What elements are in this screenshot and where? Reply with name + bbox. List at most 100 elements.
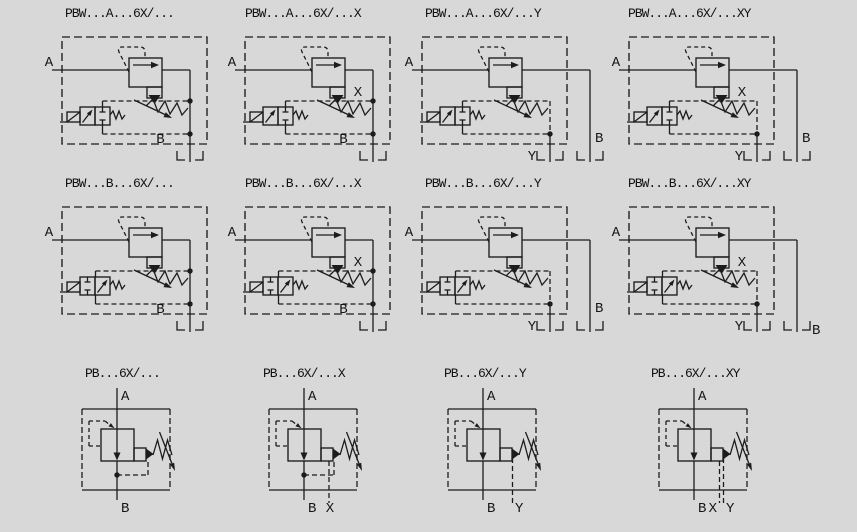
valve-schematic: A B Y: [405, 206, 604, 335]
solenoid-valve: [420, 106, 486, 126]
port-x: X: [354, 255, 363, 271]
diagram-title: PB...6X/...XY: [651, 366, 740, 381]
port-label-a: A: [308, 389, 317, 405]
valve-schematic: AB: [81, 388, 175, 517]
port-a: A: [693, 388, 707, 429]
pilot-relief-spring: [518, 431, 541, 471]
solenoid-valve: [60, 276, 126, 296]
valve-schematic: AB: [45, 36, 208, 162]
port-label-y: Y: [528, 149, 537, 165]
diagram-title: PB...6X/...Y: [444, 366, 527, 381]
port-b: B: [339, 69, 387, 162]
port-label-y: Y: [735, 319, 744, 335]
port-b: B: [729, 69, 811, 162]
pilot-relief-spring: [316, 267, 372, 288]
diagram-title: PBW...B...6X/...Y: [425, 176, 542, 191]
valve-body-outline: [61, 36, 208, 145]
port-y: Y: [515, 501, 524, 517]
port-x: X: [709, 501, 718, 517]
main-stage-valve: [684, 216, 730, 274]
valve-body-outline: [81, 408, 171, 491]
port-label-x: X: [354, 255, 363, 271]
valve-schematic: A B X Y: [658, 388, 752, 517]
valve-body-outline: [244, 36, 391, 145]
valve-schematic: A B Y: [405, 36, 604, 165]
pilot-lines: [277, 270, 373, 305]
port-label-x: X: [738, 85, 747, 101]
port-y: Y: [735, 134, 771, 165]
port-label-x: X: [709, 501, 718, 517]
valve-schematic: AB: [45, 206, 208, 332]
main-stage-valve: [117, 46, 163, 104]
valve-schematic: A B Y X: [612, 206, 820, 339]
port-label-a: A: [228, 225, 237, 241]
port-label-a: A: [612, 225, 621, 241]
valve-body-outline: [421, 206, 568, 315]
main-stage-valve: [275, 420, 341, 462]
port-label-x: X: [326, 501, 335, 517]
main-stage-valve: [477, 216, 523, 274]
port-a: A: [612, 55, 696, 71]
port-a: A: [303, 388, 317, 429]
pilot-relief-spring: [493, 97, 549, 118]
port-a: A: [405, 225, 489, 241]
pilot-relief-spring: [316, 97, 372, 118]
diagram-title: PBW...A...6X/...: [65, 6, 175, 21]
pilot-relief-spring: [700, 97, 756, 118]
port-label-b: B: [595, 131, 603, 147]
port-label-a: A: [405, 55, 414, 71]
diagram-title: PBW...A...6X/...Y: [425, 6, 542, 21]
port-b: B: [303, 461, 316, 517]
port-label-b: B: [156, 302, 164, 318]
diagram-title: PBW...A...6X/...XY: [628, 6, 751, 21]
valve-schematic: ABX: [228, 36, 391, 162]
port-label-b: B: [339, 132, 347, 148]
port-label-b: B: [339, 302, 347, 318]
solenoid-valve: [243, 276, 309, 296]
port-a: A: [45, 225, 129, 241]
port-b: B: [156, 69, 204, 162]
port-label-b: B: [121, 501, 129, 517]
port-b: B: [156, 239, 204, 332]
pilot-relief-spring: [133, 97, 189, 118]
main-stage-valve: [454, 420, 520, 462]
main-stage-valve: [665, 420, 731, 462]
port-label-a: A: [405, 225, 414, 241]
valve-body-outline: [421, 36, 568, 145]
port-a: A: [116, 388, 130, 429]
diagram-pbw-a-x: PBW...A...6X/...X A B X: [221, 0, 453, 172]
main-stage-valve: [117, 216, 163, 274]
port-a: A: [228, 55, 312, 71]
port-label-b: B: [595, 301, 603, 317]
pilot-lines: [101, 100, 190, 135]
pilot-relief-spring: [152, 431, 175, 471]
pilot-drain-lines: [718, 458, 725, 503]
port-b: B: [729, 239, 820, 339]
valve-schematic: A B Y X: [612, 36, 811, 165]
port-a: A: [228, 225, 312, 241]
pilot-relief-spring: [729, 431, 752, 471]
pilot-relief-spring: [133, 267, 189, 288]
port-a: A: [482, 388, 496, 429]
diagram-title: PBW...A...6X/...X: [245, 6, 362, 21]
pilot-relief-spring: [339, 431, 362, 471]
port-x: X: [326, 501, 335, 517]
diagram-pb-y: PB...6X/...Y A B Y: [426, 360, 658, 532]
port-x: X: [738, 85, 747, 101]
port-label-b: B: [156, 132, 164, 148]
port-b: B: [482, 461, 495, 517]
main-stage-valve: [684, 46, 730, 104]
diagram-title: PBW...B...6X/...: [65, 176, 175, 191]
port-b: B: [693, 461, 706, 517]
pilot-relief-spring: [700, 267, 756, 288]
diagram-pbw-b-y: PBW...B...6X/...Y A B Y: [398, 170, 630, 342]
port-label-b: B: [308, 501, 316, 517]
valve-body-outline: [628, 36, 775, 145]
main-stage-valve: [477, 46, 523, 104]
port-label-y: Y: [528, 319, 537, 335]
port-label-b: B: [698, 501, 706, 517]
